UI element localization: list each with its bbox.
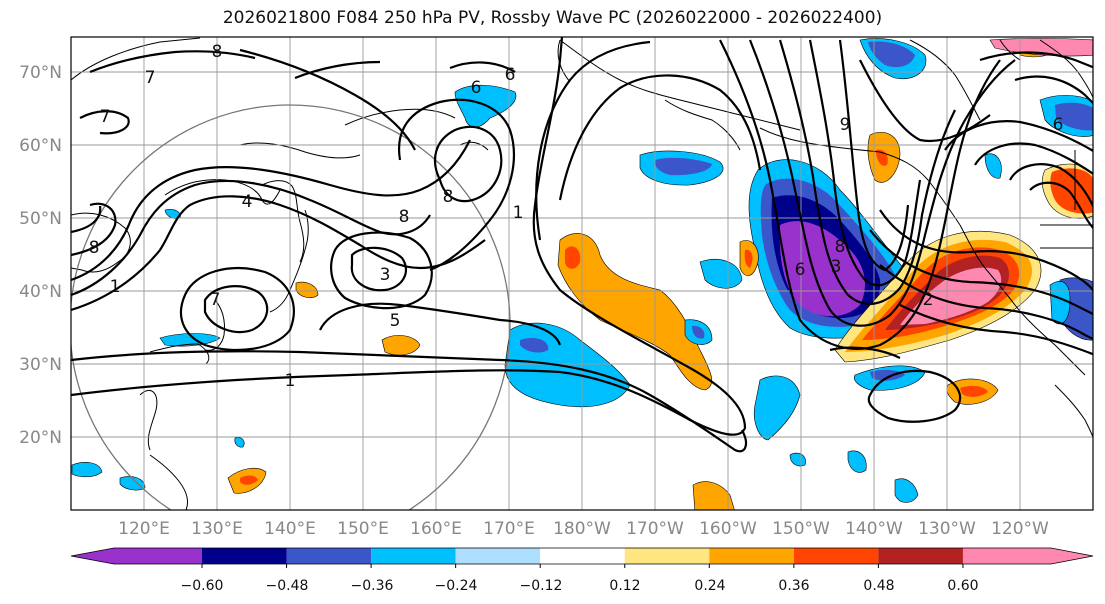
lon-tick-label: 150°E (337, 519, 389, 539)
longitude-labels: 120°E 130°E 140°E 150°E 160°E 170°E 180°… (118, 519, 1049, 539)
contour-label: 3 (831, 257, 842, 277)
lat-tick-label: 30°N (19, 355, 62, 375)
negative-anomaly-eastern (699, 259, 743, 289)
colorbar-extend-min (71, 548, 114, 564)
latitude-labels: 70°N 60°N 50°N 40°N 30°N 20°N (19, 63, 62, 448)
lat-tick-label: 60°N (19, 136, 62, 156)
contour-label: 8 (89, 238, 100, 258)
contour-label: 8 (399, 207, 410, 227)
colorbar-segment (878, 548, 963, 564)
region-circle (71, 104, 511, 510)
colorbar-tick-label: 0.12 (609, 578, 640, 594)
colorbar-tick-label: −0.48 (266, 578, 309, 594)
positive-anomaly-plume (557, 233, 713, 391)
colorbar-extend-max (1050, 548, 1093, 564)
contour-label: 8 (835, 237, 846, 257)
contour-label: 6 (1053, 115, 1064, 135)
lon-tick-label: 170°W (626, 519, 684, 539)
contour-label: 7 (100, 107, 111, 127)
colorbar-segment (540, 548, 625, 564)
contour-labels: 8 7 7 8 4 1 7 1 3 5 1 8 8 6 9 6 6 3 8 2 … (89, 42, 1064, 391)
lat-tick-label: 50°N (19, 209, 62, 229)
lon-tick-label: 130°W (918, 519, 976, 539)
colorbar-tick-label: 0.48 (863, 578, 894, 594)
contour-label: 7 (210, 290, 221, 310)
colorbar-outline (70, 547, 1094, 565)
colorbar-tick-label: −0.12 (520, 578, 563, 594)
lon-tick-label: 120°W (991, 519, 1049, 539)
colorbar-segment (286, 548, 372, 564)
contour-label: 8 (212, 42, 223, 62)
map-border (70, 36, 1094, 511)
colorbar-segment (962, 548, 1051, 564)
colorbar-tick-label: 0.60 (947, 578, 978, 594)
lon-tick-label: 130°E (191, 519, 243, 539)
lon-tick-label: 150°W (772, 519, 830, 539)
lon-tick-label: 160°E (410, 519, 462, 539)
lon-tick-label: 140°W (845, 519, 903, 539)
contour-label: 7 (145, 68, 156, 88)
colorbar-segment (114, 548, 202, 564)
lat-tick-label: 20°N (19, 428, 62, 448)
contour-label: 1 (110, 277, 121, 297)
contour-label: 6 (505, 65, 516, 85)
colorbar-labels: −0.60 −0.48 −0.36 −0.24 −0.12 0.12 0.24 … (181, 578, 979, 594)
lon-tick-label: 170°E (483, 519, 535, 539)
contour-label: 1 (513, 203, 524, 223)
colorbar-tick-label: 0.24 (694, 578, 725, 594)
lat-tick-label: 70°N (19, 63, 62, 83)
contour-label: 4 (242, 192, 253, 212)
contour-label: 1 (285, 371, 296, 391)
colorbar-segment (371, 548, 456, 564)
colorbar-tick-label: −0.36 (351, 578, 394, 594)
contour-label: 3 (380, 265, 391, 285)
pv-contours (71, 37, 1093, 453)
colorbar-tick-label: −0.60 (181, 578, 224, 594)
contour-label: 2 (923, 290, 934, 310)
colorbar-segment (202, 548, 287, 564)
colorbar-segment (624, 548, 710, 564)
colorbar (70, 547, 1094, 568)
lat-tick-label: 40°N (19, 282, 62, 302)
figure-title: 2026021800 F084 250 hPa PV, Rossby Wave … (222, 8, 883, 28)
graticule (71, 37, 1093, 510)
lon-tick-label: 120°E (118, 519, 170, 539)
contour-label: 6 (795, 260, 806, 280)
colorbar-tick-label: −0.24 (435, 578, 478, 594)
colorbar-segment (455, 548, 541, 564)
lon-tick-label: 140°E (264, 519, 316, 539)
colorbar-segment (793, 548, 879, 564)
contour-label: 6 (471, 78, 482, 98)
colorbar-tick-label: 0.36 (778, 578, 809, 594)
lon-tick-label: 180°W (553, 519, 611, 539)
lon-tick-label: 160°W (699, 519, 757, 539)
contour-label: 5 (390, 311, 401, 331)
colorbar-segment (709, 548, 794, 564)
contour-label: 8 (443, 187, 454, 207)
contour-label: 9 (840, 115, 851, 135)
